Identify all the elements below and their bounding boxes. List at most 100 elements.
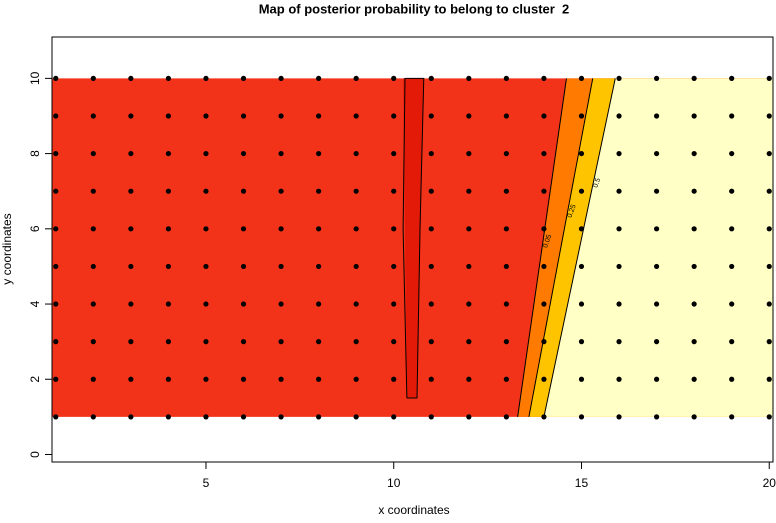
grid-point [278,150,284,157]
grid-point [316,188,322,194]
y-axis-title: y coordinates [0,213,14,284]
grid-point [165,376,172,382]
y-tick-label: 0 [28,451,42,458]
grid-point [466,301,472,307]
grid-point [578,226,585,232]
axes: 5 10 15 20 0 2 4 6 8 10 [28,36,776,490]
grid-point [691,113,697,119]
grid-point [466,113,472,119]
grid-point [541,263,547,270]
grid-point [353,301,359,307]
grid-point [391,339,397,345]
grid-point [240,75,247,81]
grid-point [90,301,96,307]
grid-point [316,263,322,270]
x-tick-label: 15 [575,476,589,490]
grid-point [391,376,397,382]
grid-point [766,414,772,420]
grid-point [428,113,434,119]
grid-point [128,339,134,345]
grid-point [729,150,735,157]
grid-point [53,226,59,232]
grid-point [53,339,59,345]
grid-point [466,150,472,157]
grid-point [766,376,772,382]
grid-point [729,414,735,420]
grid-point [766,226,772,232]
grid-point [766,263,772,270]
grid-point [766,150,772,157]
grid-point [316,113,322,119]
grid-point [729,263,735,270]
grid-point [729,226,735,232]
grid-point [428,376,434,382]
grid-point [653,263,660,270]
grid-point [503,188,509,194]
grid-point [128,188,134,194]
grid-point [203,226,209,232]
grid-point [353,263,359,270]
contour-line [517,78,567,417]
grid-point [541,301,547,307]
grid-point [616,376,622,382]
grid-point [616,150,622,157]
grid-point [391,188,397,194]
y-tick-label: 8 [28,150,42,157]
grid-point [128,150,134,157]
grid-point [428,188,434,194]
grid-point [729,75,735,81]
grid-point [90,226,96,232]
grid-point [165,150,172,157]
grid-point [766,113,772,119]
grid-point [165,414,172,420]
grid-point [240,150,247,157]
grid-point [278,339,284,345]
y-tick-label: 10 [28,71,42,85]
grid-point [653,301,660,307]
grid-point [578,301,585,307]
grid-point [428,263,434,270]
grid-point [53,75,59,81]
grid-point [541,113,547,119]
grid-point [53,150,59,157]
grid-point [466,414,472,420]
grid-point [503,113,509,119]
grid-point [278,113,284,119]
grid-point [391,414,397,420]
x-axis-title: x coordinates [378,503,449,517]
contour-line [402,77,425,399]
grid-point [729,188,735,194]
grid-point [353,376,359,382]
grid-point [653,226,660,232]
contour-line [528,78,594,417]
grid-point [53,113,59,119]
grid-point [165,301,172,307]
grid-point [203,376,209,382]
grid-point [653,188,660,194]
grid-point [90,188,96,194]
grid-point [53,263,59,270]
grid-point [278,301,284,307]
grid-point [616,113,622,119]
grid-point [353,75,359,81]
grid-point [278,188,284,194]
grid-point [391,150,397,157]
grid-point [316,75,322,81]
grid-point [90,339,96,345]
grid-point [278,263,284,270]
grid-point [691,226,697,232]
grid-point [128,75,134,81]
grid-point [240,113,247,119]
grid-point [503,414,509,420]
grid-point [729,339,735,345]
y-tick-label: 6 [28,225,42,232]
grid-point [616,263,622,270]
grid-point [428,301,434,307]
grid-point [90,263,96,270]
grid-point [466,188,472,194]
grid-point [541,339,547,345]
grid-point [766,339,772,345]
grid-point [691,263,697,270]
grid-point [240,226,247,232]
